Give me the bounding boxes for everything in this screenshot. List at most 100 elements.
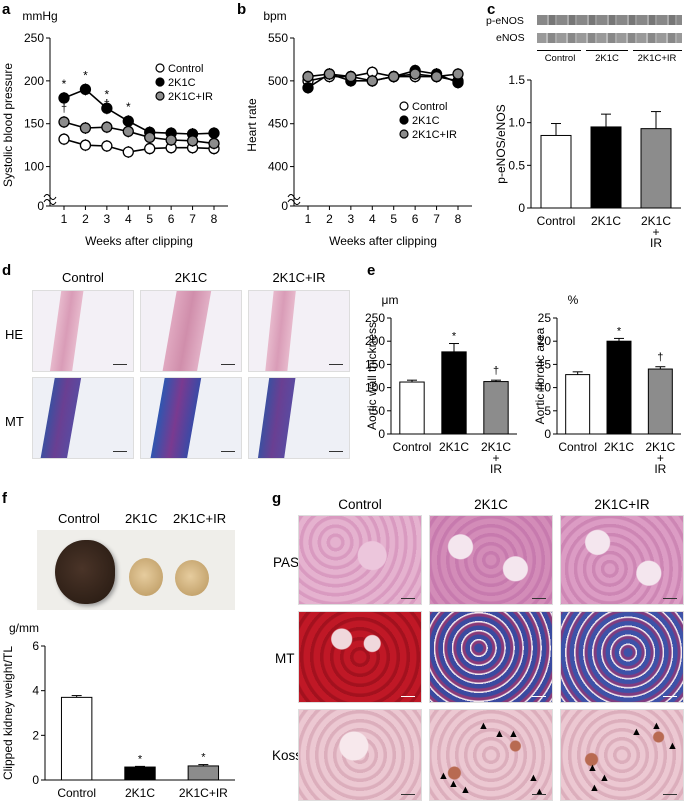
x-axis-title-b: Weeks after clipping <box>329 234 437 248</box>
kidney-pas-2k1c-ir-image <box>560 515 684 605</box>
y-tick-label: 4 <box>32 684 39 698</box>
unit-label-e2: % <box>568 293 579 307</box>
panel-d-col-control: Control <box>62 270 104 285</box>
panel-g-row-mt: MT <box>275 651 295 666</box>
data-point <box>366 75 378 87</box>
x-tick-label: 8 <box>211 212 218 226</box>
x-tick-label: 2K1C <box>591 214 621 228</box>
significance-marker: * <box>126 100 131 114</box>
data-point <box>208 137 220 150</box>
x-tick-label: 4 <box>369 212 376 226</box>
data-point <box>101 140 113 152</box>
bar-2k1c-ir <box>640 128 672 209</box>
data-point <box>302 70 314 83</box>
legend-marker <box>399 129 409 139</box>
significance-marker: * <box>83 68 88 82</box>
panel-letter-b: b <box>237 1 247 18</box>
data-point <box>302 82 314 94</box>
x-tick-label: IR <box>650 236 662 250</box>
bar-2k1c-ir <box>187 765 220 781</box>
data-point <box>79 83 92 96</box>
arrowhead-icon: ▲ <box>460 784 471 796</box>
panel-d-col-2k1c-ir: 2K1C+IR <box>272 270 326 285</box>
y-tick-label: 450 <box>268 117 288 131</box>
legend-marker <box>399 115 409 125</box>
legend-label: 2K1C+IR <box>412 129 457 141</box>
y-tick-label: 100 <box>365 381 385 395</box>
blot-group-lines <box>537 50 682 51</box>
x-tick-label: 3 <box>104 212 111 226</box>
x-tick-label: + <box>657 451 664 465</box>
panel-letter-a: a <box>2 1 11 18</box>
panel-d-col-2k1c: 2K1C <box>174 270 208 285</box>
y-tick-label: 500 <box>268 74 288 88</box>
kidney-kossa-2k1c-ir-image: ▲ ▲ ▲ ▲ ▲ ▲ <box>560 709 684 801</box>
x-tick-label: 2 <box>82 212 89 226</box>
data-point <box>165 134 177 146</box>
y-tick-label: 1.0 <box>508 116 525 130</box>
legend-label: 2K1C <box>412 115 440 127</box>
significance-marker: † <box>61 103 67 115</box>
legend-label: Control <box>412 101 447 113</box>
y-axis-title-e1: Aortic wall thickness <box>365 322 379 430</box>
kidney-kossa-control-image <box>298 709 422 801</box>
unit-label-e1: μm <box>382 293 399 307</box>
legend-marker <box>155 91 165 101</box>
data-point <box>58 133 70 145</box>
aorta-he-control-image <box>32 290 134 372</box>
panel-letter-g: g <box>272 490 282 507</box>
significance-marker: † <box>493 365 499 377</box>
legend-marker <box>155 63 165 73</box>
x-tick-label: 5 <box>146 212 153 226</box>
axis-break-mark <box>287 194 301 200</box>
x-tick-label: 1 <box>61 212 68 226</box>
data-point <box>323 68 336 80</box>
unit-label-b: bpm <box>263 9 286 23</box>
bar-2k1c-ir <box>483 381 509 435</box>
x-axis-title-a: Weeks after clipping <box>85 234 193 248</box>
y-tick-label: 0 <box>37 199 44 213</box>
y-tick-label: 0.5 <box>508 158 525 172</box>
legend-label: 2K1C+IR <box>168 91 213 103</box>
arrowhead-icon: ▲ <box>528 772 539 784</box>
x-tick-label: Control <box>393 440 432 454</box>
x-tick-label: IR <box>654 462 666 476</box>
blot-group-control: Control <box>544 53 576 64</box>
arrowhead-icon: ▲ <box>651 720 662 732</box>
y-tick-label: 250 <box>365 311 385 325</box>
x-tick-label: 5 <box>390 212 397 226</box>
x-tick-label: 6 <box>168 212 175 226</box>
arrowhead-icon: ▲ <box>478 720 489 732</box>
legend-label: Control <box>168 63 203 75</box>
panel-letter-d: d <box>2 262 12 279</box>
data-point <box>79 139 92 151</box>
unit-label-f: g/mm <box>9 621 39 635</box>
x-tick-label: 8 <box>455 212 462 226</box>
x-tick-label: + <box>492 451 499 465</box>
aorta-mt-control-image <box>32 377 134 459</box>
x-tick-label: 2K1C <box>439 440 469 454</box>
significance-marker: † <box>104 98 110 110</box>
western-blot-image <box>537 13 682 47</box>
data-point <box>388 70 400 83</box>
axis-break-mark <box>43 199 57 205</box>
data-point <box>79 122 92 134</box>
significance-marker: * <box>201 752 206 764</box>
y-axis-title-e2: Aortic fibrotic area <box>533 327 547 424</box>
data-point <box>101 121 113 133</box>
panel-d-row-he: HE <box>5 327 24 342</box>
data-point <box>144 142 156 155</box>
y-tick-label: 10 <box>538 381 552 395</box>
y-tick-label: 0 <box>281 199 288 213</box>
y-axis-title-a: Systolic blood pressure <box>1 63 15 187</box>
y-axis-title-b: Heart rate <box>245 98 259 152</box>
y-tick-label: 20 <box>538 334 552 348</box>
bar-control <box>540 134 572 209</box>
bar-2k1c <box>606 340 632 435</box>
data-point <box>186 135 199 147</box>
kidney-kossa-2k1c-image: ▲ ▲ ▲ ▲ ▲ ▲ ▲ ▲ <box>429 709 553 801</box>
arrowhead-icon: ▲ <box>448 778 459 790</box>
y-tick-label: 150 <box>24 117 44 131</box>
data-point <box>208 127 220 139</box>
